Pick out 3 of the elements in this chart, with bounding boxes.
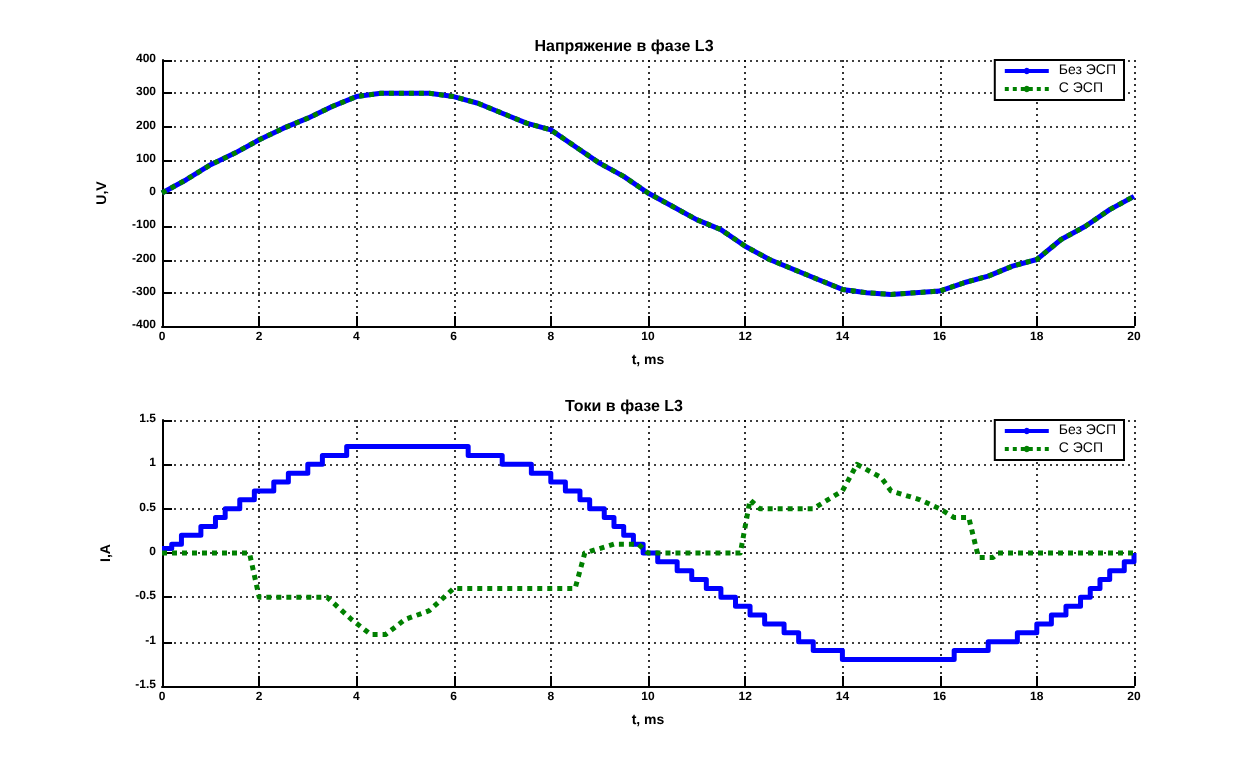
- chart-title: Напряжение в фазе L3: [534, 37, 715, 55]
- chart-title: Токи в фазе L3: [565, 397, 685, 415]
- line-series: [159, 461, 1137, 638]
